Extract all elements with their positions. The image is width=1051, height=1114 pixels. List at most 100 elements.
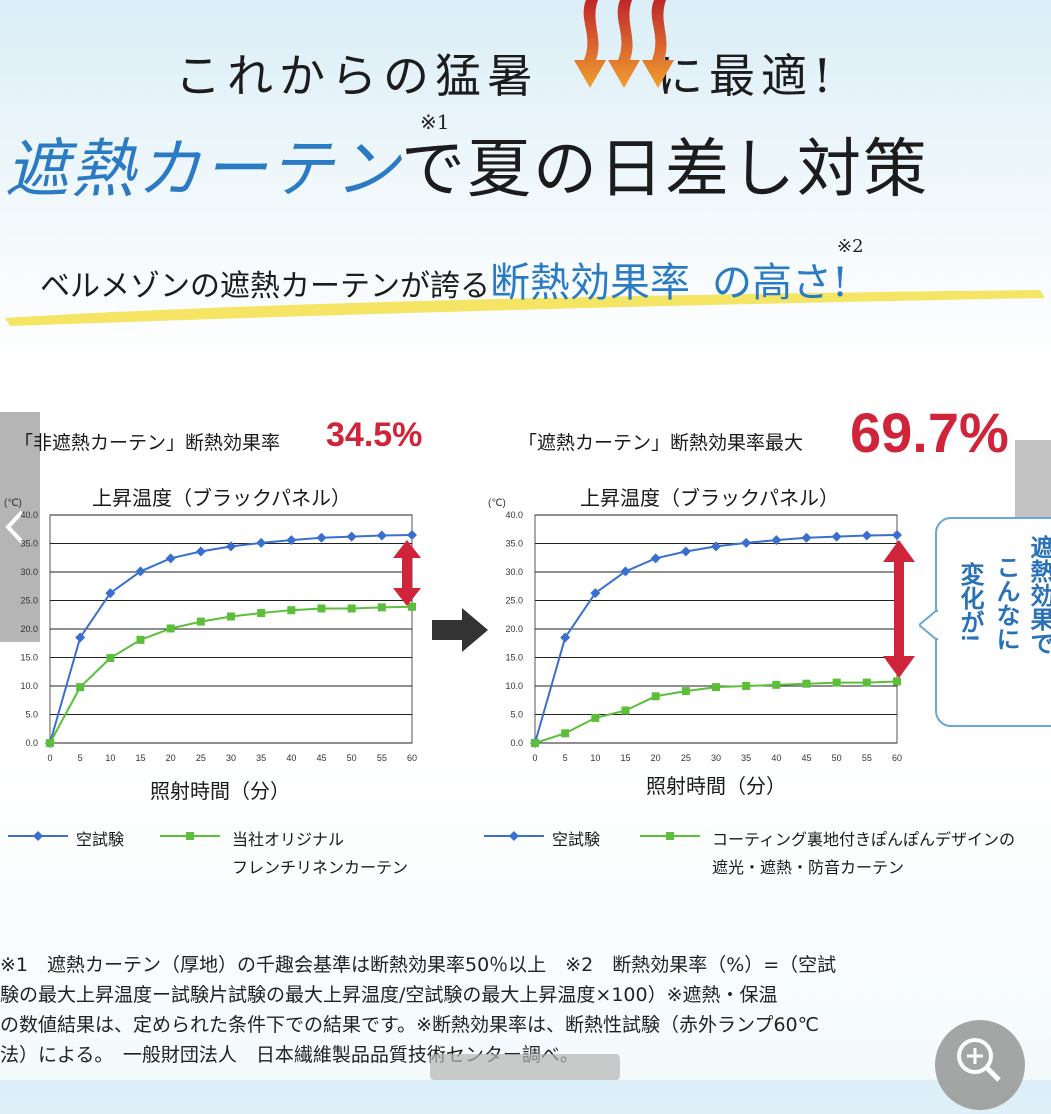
y-tick-label: 0.0 bbox=[25, 738, 38, 748]
yellow-brush-stroke bbox=[5, 290, 1045, 326]
blank-test-point bbox=[105, 588, 116, 599]
callout-text-3: 遮熱効果で bbox=[1026, 535, 1051, 655]
headline-right: に最適! bbox=[657, 49, 838, 103]
y-tick-label: 25.0 bbox=[20, 596, 38, 606]
right-x-axis-title: 照射時間（分） bbox=[646, 776, 786, 798]
x-tick-label: 20 bbox=[166, 753, 176, 763]
left-y-unit: (℃) bbox=[4, 498, 22, 509]
prev-image-button[interactable] bbox=[0, 412, 40, 642]
curtain-point bbox=[136, 635, 145, 644]
y-tick-label: 40.0 bbox=[505, 510, 523, 520]
curtain-point bbox=[347, 604, 356, 613]
blank-test-point bbox=[75, 632, 86, 643]
blank-test-point bbox=[590, 588, 601, 599]
left-difference-arrow-icon bbox=[393, 540, 421, 606]
right-legend-series2-line1: コーティング裏地付きぽんぽんデザインの bbox=[712, 832, 1016, 849]
y-tick-label: 10.0 bbox=[505, 681, 523, 691]
curtain-point bbox=[76, 683, 85, 692]
x-tick-label: 15 bbox=[620, 753, 630, 763]
chevron-left-icon bbox=[5, 510, 24, 544]
curtain-point bbox=[712, 683, 720, 692]
x-tick-label: 30 bbox=[226, 753, 236, 763]
curtain-point bbox=[681, 687, 690, 696]
curtain-point bbox=[287, 606, 296, 615]
right-y-unit: (℃) bbox=[488, 498, 506, 509]
left-legend-blue-marker bbox=[8, 831, 68, 841]
page-indicator bbox=[430, 1054, 620, 1080]
x-tick-label: 15 bbox=[135, 753, 145, 763]
x-tick-label: 50 bbox=[347, 753, 357, 763]
y-tick-label: 25.0 bbox=[505, 596, 523, 606]
headline-emphasis: 遮熱カーテン bbox=[5, 133, 401, 207]
x-tick-label: 0 bbox=[47, 753, 52, 763]
curtain-point bbox=[772, 680, 781, 689]
right-chart-title: 上昇温度（ブラックパネル） bbox=[580, 488, 839, 510]
y-tick-label: 5.0 bbox=[510, 710, 523, 720]
blank-test-point bbox=[346, 531, 357, 542]
x-tick-label: 30 bbox=[711, 753, 721, 763]
curtain-point bbox=[166, 624, 175, 633]
blank-test-point bbox=[195, 546, 206, 557]
y-tick-label: 30.0 bbox=[20, 567, 38, 577]
right-legend-blue-marker bbox=[484, 831, 544, 841]
subheadline: ベルメゾンの遮熱カーテンが誇る断熱効果率 の高さ! bbox=[40, 250, 848, 308]
headline-line1: これからの猛暑 に最適! bbox=[175, 40, 838, 106]
x-tick-label: 40 bbox=[771, 753, 781, 763]
right-legend-series1: 空試験 bbox=[552, 832, 601, 849]
left-x-axis-title: 照射時間（分） bbox=[150, 781, 290, 803]
right-line-chart: 0.0 5.0 10.0 15.0 20.0 25.0 30.0 35.0 40.0 0 5 10 15… bbox=[505, 510, 902, 763]
x-tick-label: 25 bbox=[681, 753, 691, 763]
footnote-marker-2: ※2 bbox=[837, 236, 864, 257]
blank-test-point bbox=[650, 553, 661, 564]
curtain-point bbox=[621, 706, 630, 715]
y-tick-label: 10.0 bbox=[20, 681, 38, 691]
blank-test-point bbox=[861, 530, 872, 541]
right-arrow-icon bbox=[432, 608, 488, 652]
blank-test-point bbox=[892, 529, 902, 540]
callout-text-2: こんなに bbox=[992, 555, 1019, 651]
y-tick-label: 15.0 bbox=[505, 653, 523, 663]
left-legend-series2-line2: フレンチリネンカーテン bbox=[232, 860, 409, 877]
callout-bubble bbox=[935, 517, 1051, 727]
curtain-point bbox=[893, 677, 901, 686]
y-tick-label: 20.0 bbox=[20, 624, 38, 634]
curtain-point bbox=[408, 602, 416, 611]
zoom-button[interactable] bbox=[935, 1020, 1025, 1110]
curtain-point bbox=[106, 654, 115, 663]
x-tick-label: 10 bbox=[105, 753, 115, 763]
blank-test-point bbox=[286, 535, 297, 546]
blank-test-point bbox=[831, 531, 842, 542]
y-tick-label: 0.0 bbox=[510, 738, 523, 748]
x-tick-label: 45 bbox=[801, 753, 811, 763]
x-tick-label: 45 bbox=[316, 753, 326, 763]
x-tick-label: 50 bbox=[832, 753, 842, 763]
y-tick-label: 20.0 bbox=[505, 624, 523, 634]
right-panel-value: 69.7% bbox=[850, 401, 1009, 464]
footnote-marker-1: ※1 bbox=[420, 110, 450, 134]
x-tick-label: 60 bbox=[892, 753, 902, 763]
x-tick-label: 40 bbox=[286, 753, 296, 763]
blank-test-point bbox=[560, 632, 571, 643]
blank-test-point bbox=[316, 532, 327, 543]
x-tick-label: 20 bbox=[651, 753, 661, 763]
callout-pointer bbox=[919, 610, 939, 640]
x-tick-label: 0 bbox=[532, 753, 537, 763]
headline-line2: 遮熱カーテンで夏の日差し対策 bbox=[5, 118, 929, 210]
blank-test-point bbox=[407, 529, 417, 540]
curtain-point bbox=[742, 682, 751, 690]
y-tick-label: 30.0 bbox=[505, 567, 523, 577]
left-legend-green-marker bbox=[160, 832, 220, 840]
subheadline-suffix: の高さ! bbox=[712, 260, 849, 306]
subheadline-prefix: ベルメゾンの遮熱カーテンが誇る bbox=[40, 269, 490, 304]
blank-test-point bbox=[226, 541, 236, 552]
curtain-point bbox=[802, 679, 811, 688]
blank-test-point bbox=[135, 566, 146, 577]
y-tick-label: 40.0 bbox=[20, 510, 38, 520]
right-panel-label: 「遮熱カーテン」断熱効果率最大 bbox=[518, 433, 804, 454]
zoom-in-icon bbox=[957, 1038, 1001, 1082]
left-line-chart: 0.0 5.0 10.0 15.0 20.0 25.0 30.0 35.0 40.0 0 5 10 15… bbox=[20, 510, 417, 763]
y-tick-label: 15.0 bbox=[20, 653, 38, 663]
curtain-point bbox=[317, 604, 326, 613]
curtain-point bbox=[257, 609, 266, 618]
x-tick-label: 60 bbox=[407, 753, 417, 763]
